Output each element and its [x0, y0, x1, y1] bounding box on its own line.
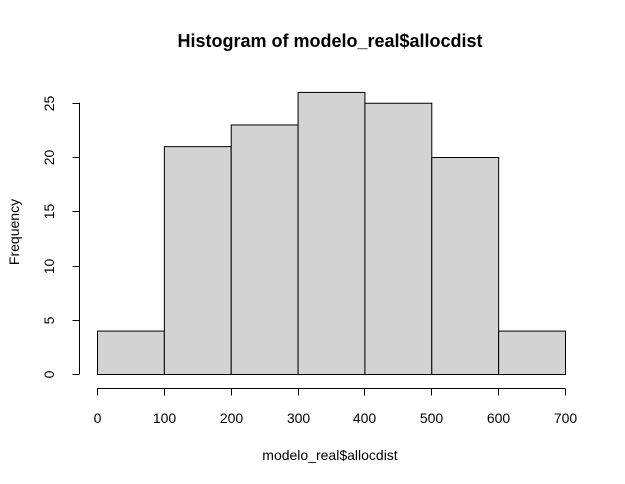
bars-group — [97, 91, 566, 376]
y-axis-label: Frequency — [6, 199, 22, 265]
x-axis-label: modelo_real$allocdist — [262, 447, 398, 463]
y-tick-label-25: 25 — [41, 96, 57, 112]
y-tick-label-0: 0 — [41, 370, 57, 378]
histogram-bar-0 — [97, 330, 165, 376]
histogram-bar-1 — [163, 146, 232, 375]
histogram-bar-6 — [498, 330, 566, 376]
y-tick-label-20: 20 — [41, 150, 57, 166]
x-tick-label-400: 400 — [353, 410, 377, 426]
x-tick-label-200: 200 — [220, 410, 244, 426]
histogram-bar-4 — [364, 102, 433, 375]
histogram-bar-5 — [431, 157, 500, 375]
y-tick-label-10: 10 — [41, 259, 57, 275]
histogram-bar-2 — [230, 124, 299, 375]
chart-title: Histogram of modelo_real$allocdist — [177, 31, 482, 51]
y-axis: 0 5 10 15 20 25 — [41, 96, 80, 378]
x-tick-label-100: 100 — [153, 410, 177, 426]
histogram-bar-3 — [297, 91, 366, 376]
y-tick-label-15: 15 — [41, 204, 57, 220]
x-tick-label-500: 500 — [420, 410, 444, 426]
x-tick-label-700: 700 — [554, 410, 578, 426]
x-tick-label-300: 300 — [287, 410, 311, 426]
x-axis: 0 100 200 300 400 500 600 700 — [94, 388, 578, 426]
x-tick-label-600: 600 — [487, 410, 511, 426]
y-tick-label-5: 5 — [41, 316, 57, 324]
x-tick-label-0: 0 — [94, 410, 102, 426]
